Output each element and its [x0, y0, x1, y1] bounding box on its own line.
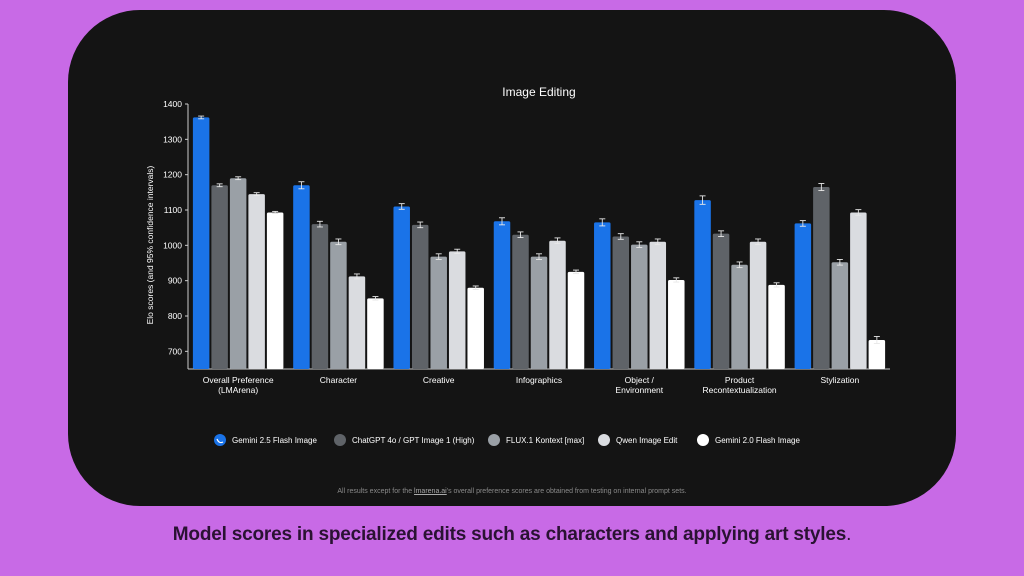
- bar: [731, 264, 748, 369]
- x-tick-label: Infographics: [516, 375, 562, 385]
- bar: [293, 185, 310, 369]
- footnote-link[interactable]: lmarena.ai: [414, 488, 447, 495]
- bars: [192, 115, 886, 369]
- x-tick-label-line: Creative: [423, 375, 455, 385]
- bar: [367, 298, 384, 369]
- bar: [549, 240, 566, 369]
- x-tick-label: Object / Environment: [615, 375, 663, 395]
- x-tick-label-line: Stylization: [820, 375, 859, 385]
- footnote-text-end: 's overall preference scores are obtaine…: [446, 488, 687, 495]
- legend-label: Gemini 2.0 Flash Image: [715, 436, 800, 445]
- bar: [348, 276, 366, 369]
- y-tick-label: 1400: [163, 99, 182, 109]
- y-tick-label: 900: [168, 276, 182, 286]
- bar: [694, 200, 711, 369]
- bar: [393, 206, 410, 369]
- bar: [512, 234, 529, 369]
- bar: [794, 223, 812, 369]
- footnote: All results except for the lmarena.ai's …: [68, 488, 956, 495]
- bar: [211, 185, 228, 369]
- y-tick-label: 700: [168, 346, 182, 356]
- x-tick-label-line: Overall Preference: [203, 375, 274, 385]
- legend: Gemini 2.5 Flash Image ChatGPT 4o / GPT I…: [214, 434, 800, 446]
- bar: [430, 256, 447, 369]
- bar: [248, 194, 265, 369]
- y-tick-label: 1100: [164, 205, 183, 215]
- x-tick-label: Product Recontextualization: [702, 375, 776, 395]
- bar: [330, 241, 347, 369]
- x-tick-label-line: Product: [725, 375, 755, 385]
- bar: [631, 244, 648, 369]
- x-tick-label: Stylization: [820, 375, 859, 385]
- footnote-text-start: All results except for the: [337, 488, 415, 495]
- legend-label: Gemini 2.5 Flash Image: [232, 436, 317, 445]
- bar: [768, 284, 785, 369]
- chart-title: Image Editing: [502, 85, 575, 99]
- legend-swatch: [598, 434, 610, 446]
- bar: [668, 279, 685, 369]
- bar: [311, 224, 329, 369]
- caption: Model scores in specialized edits such a…: [0, 524, 1024, 546]
- y-tick-label: 1200: [163, 170, 182, 180]
- legend-label: Qwen Image Edit: [616, 436, 678, 445]
- chart-panel: Image Editing Elo scores (and 95% confid…: [68, 10, 956, 506]
- bar: [530, 256, 548, 369]
- x-tick-label: Character: [320, 375, 357, 385]
- x-tick-label-line: Environment: [615, 385, 663, 395]
- bar: [649, 241, 667, 369]
- x-tick-label-line: Object /: [625, 375, 655, 385]
- bar: [749, 241, 767, 369]
- bar: [868, 340, 886, 369]
- bar: [813, 187, 830, 369]
- bar: [493, 221, 511, 369]
- banana-icon: [216, 438, 224, 444]
- bar: [467, 287, 484, 369]
- caption-period: .: [846, 524, 852, 545]
- axes: 700 800 900 1000 1100 1200 1300 1400 Overall Pre…: [163, 99, 890, 395]
- bar: [712, 233, 730, 369]
- y-axis-label: Elo scores (and 95% confidence intervals…: [145, 165, 155, 324]
- legend-swatch: [214, 434, 226, 446]
- y-tick-label: 800: [168, 311, 182, 321]
- y-tick-label: 1000: [163, 240, 182, 250]
- bar: [411, 224, 429, 369]
- x-tick-label-line: Infographics: [516, 375, 562, 385]
- legend-label: ChatGPT 4o / GPT Image 1 (High): [352, 436, 475, 445]
- bar: [850, 212, 867, 369]
- bar: [567, 271, 585, 369]
- caption-text: Model scores in specialized edits such a…: [172, 524, 847, 545]
- y-tick-label: 1300: [163, 134, 182, 144]
- bar: [612, 236, 630, 369]
- legend-swatch: [697, 434, 709, 446]
- bar: [594, 222, 611, 369]
- x-tick-label-line: Character: [320, 375, 357, 385]
- legend-label: FLUX.1 Kontext [max]: [506, 436, 584, 445]
- x-tick-label-line: Recontextualization: [702, 385, 776, 395]
- x-tick-label: Overall Preference (LMArena): [203, 375, 274, 395]
- legend-swatch: [488, 434, 500, 446]
- bar: [831, 262, 849, 369]
- x-tick-label-line: (LMArena): [218, 385, 258, 395]
- bar: [229, 178, 247, 369]
- bar: [448, 251, 466, 369]
- legend-swatch: [334, 434, 346, 446]
- x-tick-label: Creative: [423, 375, 455, 385]
- chart: Image Editing Elo scores (and 95% confid…: [145, 85, 890, 446]
- bar: [266, 212, 284, 369]
- bar: [192, 117, 210, 369]
